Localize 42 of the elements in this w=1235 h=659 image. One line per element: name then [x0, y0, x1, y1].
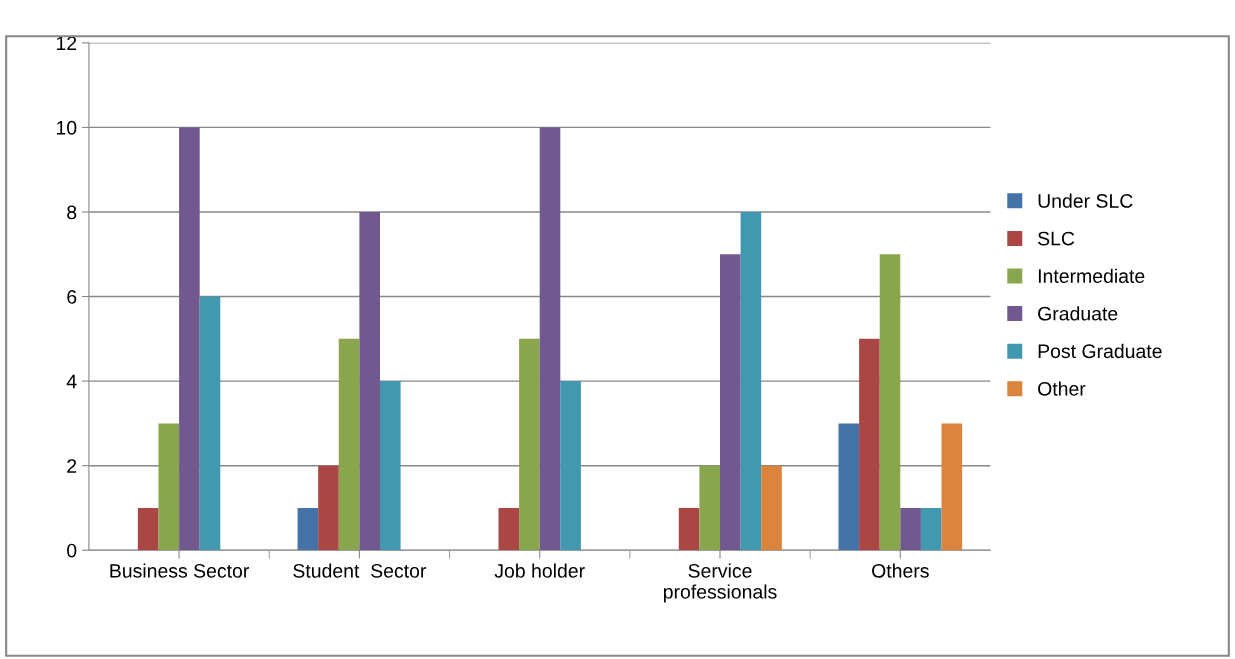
x-tick-label: Business Sector — [110, 563, 249, 578]
x-tick-label: Student Sector — [293, 563, 427, 578]
y-tick-label: 8 — [67, 205, 77, 220]
y-tick-label: 12 — [56, 36, 77, 50]
legend-label: Intermediate — [1038, 268, 1145, 283]
bar — [838, 423, 860, 551]
bar — [338, 338, 360, 551]
bar — [699, 465, 720, 551]
y-tick-label: 6 — [67, 290, 77, 304]
bar — [519, 338, 540, 551]
bar — [179, 127, 200, 551]
y-tick-label: 4 — [66, 374, 77, 389]
bar — [137, 507, 159, 551]
legend-label: Graduate — [1038, 306, 1118, 321]
bar — [678, 507, 700, 551]
legend-label: SLC — [1038, 231, 1075, 246]
y-tick-label: 2 — [67, 459, 77, 473]
legend-label: Other — [1038, 381, 1086, 396]
bar — [158, 423, 180, 551]
bar — [720, 254, 741, 551]
y-tick-label: 0 — [67, 543, 77, 558]
bar — [900, 507, 921, 551]
bar — [379, 381, 401, 551]
y-tick-label: 10 — [56, 120, 77, 135]
x-tick-label: Service professionals — [663, 563, 777, 603]
x-tick-label: Job holder — [494, 563, 585, 578]
bar — [560, 381, 581, 551]
bar — [297, 507, 319, 551]
bar — [498, 507, 520, 551]
bar — [539, 127, 561, 551]
bar — [318, 465, 339, 551]
bar — [941, 423, 963, 551]
bar — [740, 211, 762, 551]
legend-label: Post Graduate — [1038, 343, 1162, 359]
legend-label: Under SLC — [1038, 193, 1133, 208]
bar — [359, 211, 380, 551]
bar — [879, 254, 901, 551]
bar — [859, 338, 880, 551]
bar — [199, 296, 221, 551]
x-tick-label: Others — [872, 563, 929, 578]
bar — [920, 507, 942, 551]
bar — [761, 465, 782, 551]
